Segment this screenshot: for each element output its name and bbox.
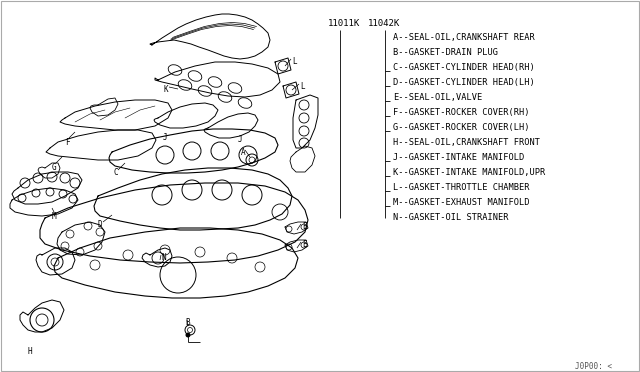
Text: J: J	[238, 135, 243, 144]
Text: G: G	[52, 163, 56, 172]
Text: J0P00: <: J0P00: <	[575, 362, 612, 371]
Text: L: L	[292, 57, 296, 66]
Text: E--SEAL-OIL,VALVE: E--SEAL-OIL,VALVE	[393, 93, 483, 102]
Text: H--SEAL-OIL,CRANKSHAFT FRONT: H--SEAL-OIL,CRANKSHAFT FRONT	[393, 138, 540, 147]
Text: E: E	[302, 222, 307, 231]
Text: H: H	[28, 347, 33, 356]
Circle shape	[186, 333, 191, 337]
Text: 11011K: 11011K	[328, 19, 360, 28]
Text: F--GASKET-ROCKER COVER(RH): F--GASKET-ROCKER COVER(RH)	[393, 108, 529, 117]
Text: A: A	[241, 148, 246, 157]
Text: L: L	[300, 82, 305, 91]
Text: D: D	[98, 220, 102, 229]
Text: N: N	[162, 253, 166, 262]
Text: G--GASKET-ROCKER COVER(LH): G--GASKET-ROCKER COVER(LH)	[393, 123, 529, 132]
Text: B: B	[185, 318, 189, 327]
Text: J--GASKET-INTAKE MANIFOLD: J--GASKET-INTAKE MANIFOLD	[393, 153, 524, 162]
Text: M: M	[52, 212, 56, 221]
Text: J: J	[163, 133, 168, 142]
Text: C: C	[113, 168, 118, 177]
Text: D--GASKET-CYLINDER HEAD(LH): D--GASKET-CYLINDER HEAD(LH)	[393, 78, 535, 87]
Text: K: K	[163, 85, 168, 94]
Text: E: E	[302, 240, 307, 249]
Text: C--GASKET-CYLINDER HEAD(RH): C--GASKET-CYLINDER HEAD(RH)	[393, 63, 535, 72]
Text: F: F	[65, 138, 70, 147]
Text: K--GASKET-INTAKE MANIFOLD,UPR: K--GASKET-INTAKE MANIFOLD,UPR	[393, 168, 545, 177]
Text: 11042K: 11042K	[368, 19, 400, 28]
Text: A--SEAL-OIL,CRANKSHAFT REAR: A--SEAL-OIL,CRANKSHAFT REAR	[393, 33, 535, 42]
Text: B--GASKET-DRAIN PLUG: B--GASKET-DRAIN PLUG	[393, 48, 498, 57]
Text: M--GASKET-EXHAUST MANIFOLD: M--GASKET-EXHAUST MANIFOLD	[393, 198, 529, 207]
Text: N--GASKET-OIL STRAINER: N--GASKET-OIL STRAINER	[393, 213, 509, 222]
Text: L--GASKET-THROTTLE CHAMBER: L--GASKET-THROTTLE CHAMBER	[393, 183, 529, 192]
